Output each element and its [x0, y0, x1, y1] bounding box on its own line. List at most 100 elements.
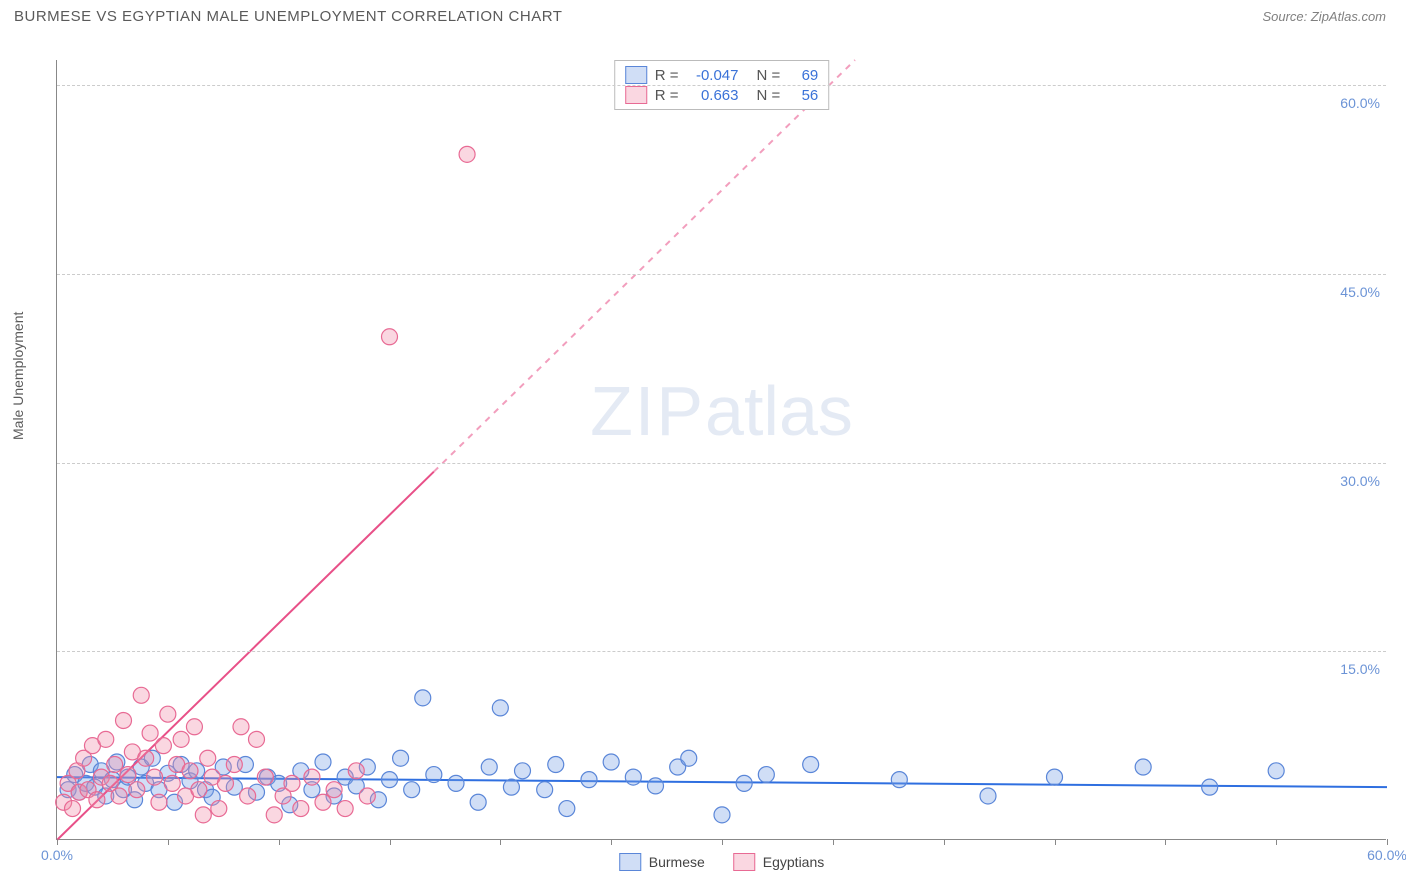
data-point	[129, 782, 145, 798]
y-tick-label: 30.0%	[1340, 473, 1380, 489]
data-point	[195, 807, 211, 823]
stat-r-label: R =	[655, 67, 679, 84]
data-point	[891, 772, 907, 788]
stat-n-label: N =	[757, 87, 781, 104]
chart-plot-area: ZIPatlas R =-0.047N =69R =0.663N =56 Bur…	[56, 60, 1386, 840]
data-point	[164, 775, 180, 791]
data-point	[133, 687, 149, 703]
data-point	[515, 763, 531, 779]
data-point	[240, 788, 256, 804]
data-point	[648, 778, 664, 794]
data-point	[186, 719, 202, 735]
data-point	[293, 801, 309, 817]
header: BURMESE VS EGYPTIAN MALE UNEMPLOYMENT CO…	[0, 0, 1406, 33]
y-tick-label: 45.0%	[1340, 284, 1380, 300]
data-point	[548, 757, 564, 773]
data-point	[492, 700, 508, 716]
gridline	[57, 274, 1386, 275]
bottom-legend: Burmese Egyptians	[619, 853, 825, 871]
data-point	[758, 767, 774, 783]
scatter-svg	[57, 60, 1387, 840]
data-point	[160, 706, 176, 722]
x-tick	[1165, 839, 1166, 845]
x-tick-label: 0.0%	[41, 847, 73, 863]
data-point	[470, 794, 486, 810]
data-point	[284, 775, 300, 791]
legend-label: Egyptians	[763, 854, 824, 870]
data-point	[173, 731, 189, 747]
source-label: Source: ZipAtlas.com	[1262, 9, 1386, 24]
data-point	[65, 801, 81, 817]
data-point	[151, 794, 167, 810]
x-tick-label: 60.0%	[1367, 847, 1406, 863]
data-point	[304, 769, 320, 785]
data-point	[980, 788, 996, 804]
stat-r-label: R =	[655, 87, 679, 104]
data-point	[625, 769, 641, 785]
stat-r-value: -0.047	[687, 67, 739, 84]
x-tick	[1055, 839, 1056, 845]
data-point	[481, 759, 497, 775]
legend-item: Egyptians	[733, 853, 824, 871]
data-point	[138, 750, 154, 766]
x-tick	[57, 839, 58, 845]
data-point	[182, 763, 198, 779]
x-tick	[279, 839, 280, 845]
data-point	[191, 782, 207, 798]
y-axis-label: Male Unemployment	[10, 312, 26, 440]
stat-n-label: N =	[757, 67, 781, 84]
data-point	[147, 769, 163, 785]
data-point	[142, 725, 158, 741]
x-tick	[722, 839, 723, 845]
stats-legend-row: R = -0.047 N = 69	[625, 65, 819, 85]
data-point	[111, 788, 127, 804]
data-point	[217, 775, 233, 791]
data-point	[348, 763, 364, 779]
data-point	[559, 801, 575, 817]
gridline	[57, 463, 1386, 464]
data-point	[537, 782, 553, 798]
data-point	[98, 731, 114, 747]
data-point	[211, 801, 227, 817]
data-point	[382, 772, 398, 788]
data-point	[448, 775, 464, 791]
legend-label: Burmese	[649, 854, 705, 870]
data-point	[116, 712, 132, 728]
data-point	[200, 750, 216, 766]
trend-line-dashed	[434, 60, 855, 472]
data-point	[257, 769, 273, 785]
data-point	[326, 782, 342, 798]
data-point	[107, 757, 123, 773]
data-point	[603, 754, 619, 770]
data-point	[249, 731, 265, 747]
data-point	[1202, 779, 1218, 795]
legend-swatch	[625, 66, 647, 84]
legend-item: Burmese	[619, 853, 705, 871]
x-tick	[833, 839, 834, 845]
x-tick	[500, 839, 501, 845]
y-tick-label: 15.0%	[1340, 661, 1380, 677]
legend-swatch	[619, 853, 641, 871]
data-point	[1047, 769, 1063, 785]
data-point	[459, 146, 475, 162]
data-point	[393, 750, 409, 766]
data-point	[315, 794, 331, 810]
legend-swatch	[733, 853, 755, 871]
data-point	[581, 772, 597, 788]
data-point	[1135, 759, 1151, 775]
x-tick	[390, 839, 391, 845]
data-point	[736, 775, 752, 791]
x-tick	[611, 839, 612, 845]
gridline	[57, 85, 1386, 86]
data-point	[89, 792, 105, 808]
stats-legend-row: R =0.663N =56	[625, 85, 819, 105]
data-point	[120, 767, 136, 783]
data-point	[803, 757, 819, 773]
data-point	[426, 767, 442, 783]
stat-n-value: 69	[788, 67, 818, 84]
chart-title: BURMESE VS EGYPTIAN MALE UNEMPLOYMENT CO…	[14, 8, 562, 25]
data-point	[681, 750, 697, 766]
data-point	[404, 782, 420, 798]
data-point	[337, 801, 353, 817]
gridline	[57, 651, 1386, 652]
